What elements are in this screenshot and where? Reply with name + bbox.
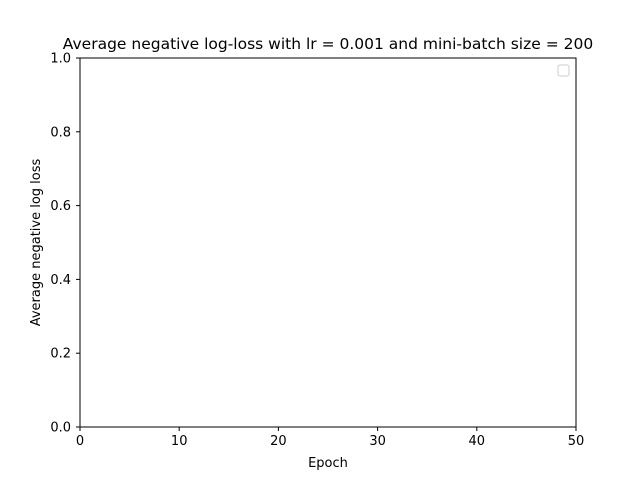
y-axis-label: Average negative log loss: [29, 158, 44, 326]
plot-area-frame: [79, 57, 577, 428]
legend-box: [557, 64, 570, 77]
x-tick-label: 0: [76, 434, 84, 449]
x-tick-label: 30: [369, 434, 386, 449]
y-tick-label: 1.0: [50, 52, 71, 67]
y-tick-label: 0.4: [50, 273, 71, 288]
x-axis-ticks: 0 10 20 30 40 50: [76, 427, 584, 449]
x-tick-label: 20: [270, 434, 287, 449]
y-axis-ticks: 0.0 0.2 0.4 0.6 0.8 1.0: [50, 52, 80, 436]
x-tick-label: 50: [568, 434, 585, 449]
x-axis-label: Epoch: [308, 456, 348, 471]
y-tick-label: 0.0: [50, 421, 71, 436]
y-tick-label: 0.8: [50, 125, 71, 140]
x-tick-label: 40: [469, 434, 486, 449]
y-tick-label: 0.2: [50, 347, 71, 362]
chart-title: Average negative log-loss with lr = 0.00…: [63, 35, 593, 53]
y-tick-label: 0.6: [50, 199, 71, 214]
x-tick-label: 10: [171, 434, 188, 449]
